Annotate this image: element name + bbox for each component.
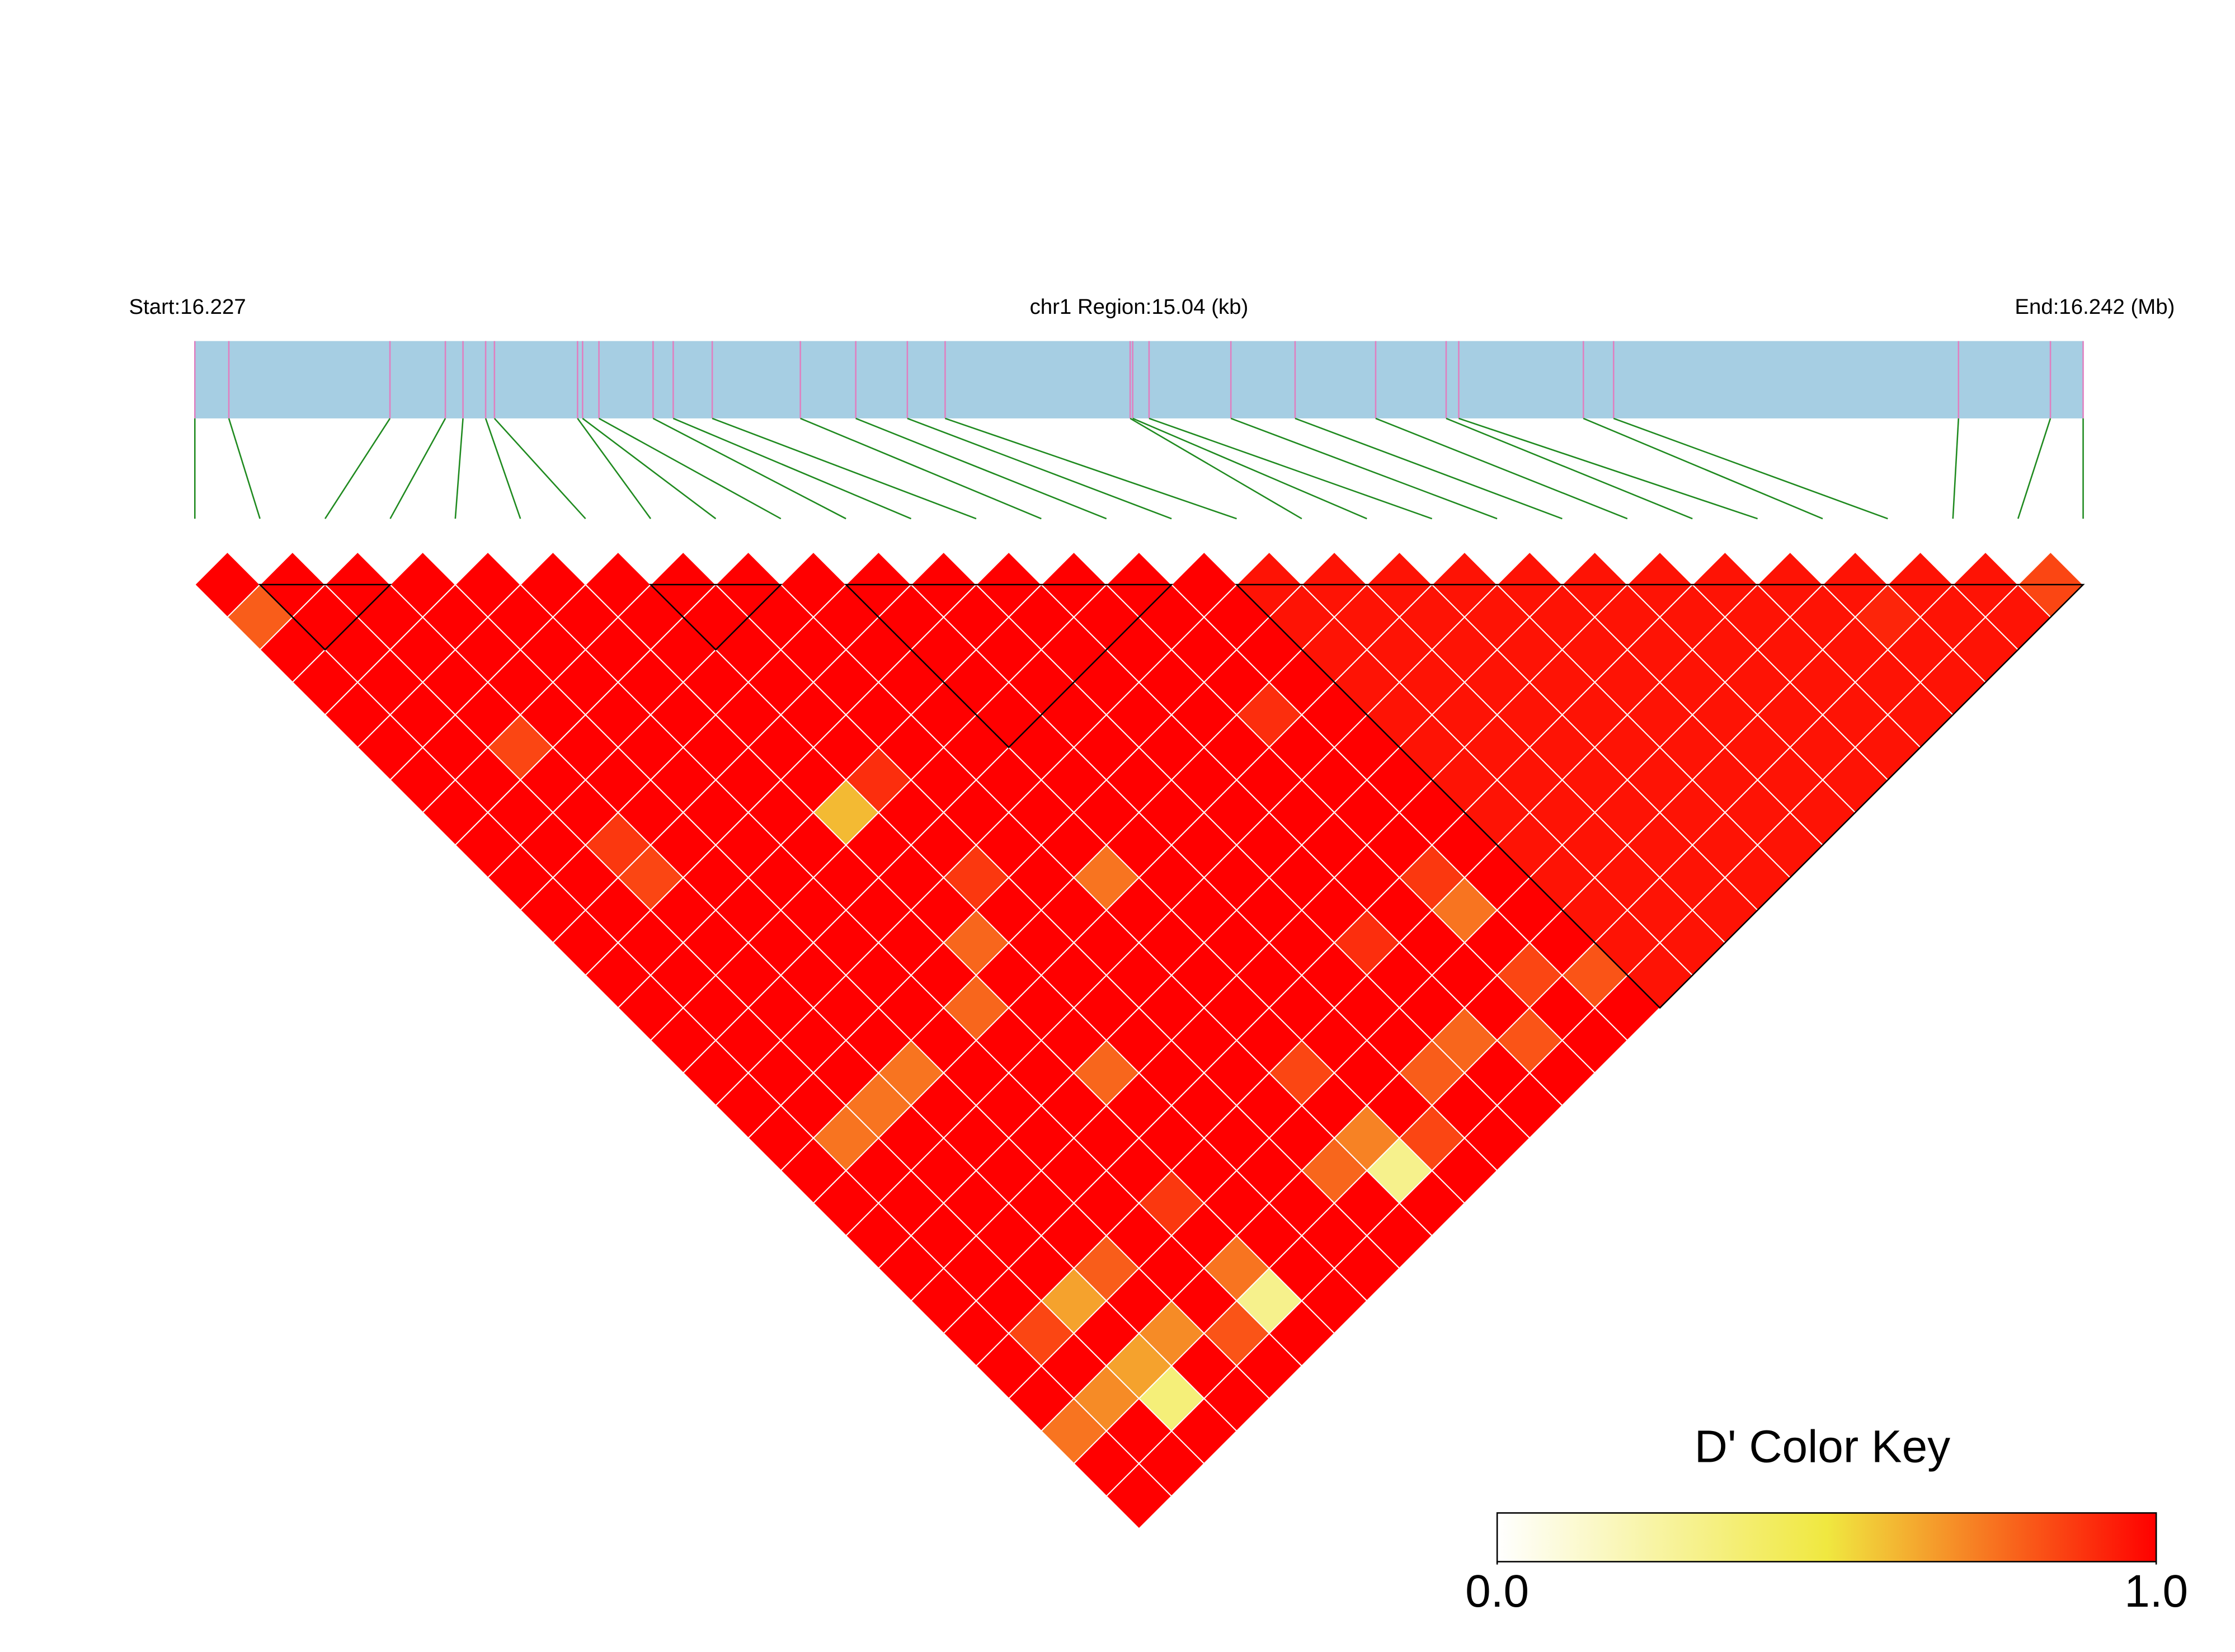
snp-connector: [944, 417, 1237, 520]
snp-connector: [1230, 417, 1498, 520]
snp-connector: [493, 418, 586, 520]
region-label: chr1 Region:15.04 (kb): [1030, 295, 1249, 319]
snp-connector: [712, 417, 977, 520]
snp-connector: [324, 418, 391, 519]
snp-connector: [672, 417, 912, 520]
snp-connector: [228, 418, 261, 519]
snp-connector: [582, 417, 717, 520]
colorbar: [1496, 1512, 2157, 1562]
snp-connector: [1130, 417, 1302, 520]
snp-connector: [1583, 417, 1823, 520]
snp-connector: [454, 418, 464, 519]
colorbar-title: D' Color Key: [1695, 1421, 1950, 1472]
snp-connector: [484, 418, 521, 519]
snp-connector: [598, 417, 782, 520]
colorbar-tick-label: 0.0: [1465, 1566, 1529, 1617]
colorbar-tick-label: 1.0: [2124, 1566, 2188, 1617]
snp-connector: [907, 417, 1172, 520]
ld-block: [1235, 583, 2085, 1009]
snp-connector: [1458, 417, 1758, 520]
snp-connector: [1446, 417, 1693, 520]
snp-connector: [855, 417, 1107, 520]
snp-connector: [577, 418, 652, 519]
ld-block: [648, 583, 783, 651]
snp-connector: [1375, 417, 1628, 520]
snp-connector: [1295, 417, 1563, 520]
snp-connector: [1149, 417, 1433, 520]
snp-connector: [1613, 417, 1888, 520]
snp-connector: [389, 418, 446, 519]
start-label: Start:16.227: [129, 295, 246, 319]
snp-connector: [2017, 418, 2052, 519]
ld-block: [844, 583, 1174, 749]
end-label: End:16.242 (Mb): [2015, 295, 2175, 319]
snp-connector: [800, 417, 1042, 520]
snp-connector: [1952, 418, 1960, 519]
ld-block: [258, 583, 392, 651]
snp-connector: [652, 417, 846, 520]
snp-connector: [1132, 417, 1367, 520]
region-bar: [195, 341, 2083, 418]
